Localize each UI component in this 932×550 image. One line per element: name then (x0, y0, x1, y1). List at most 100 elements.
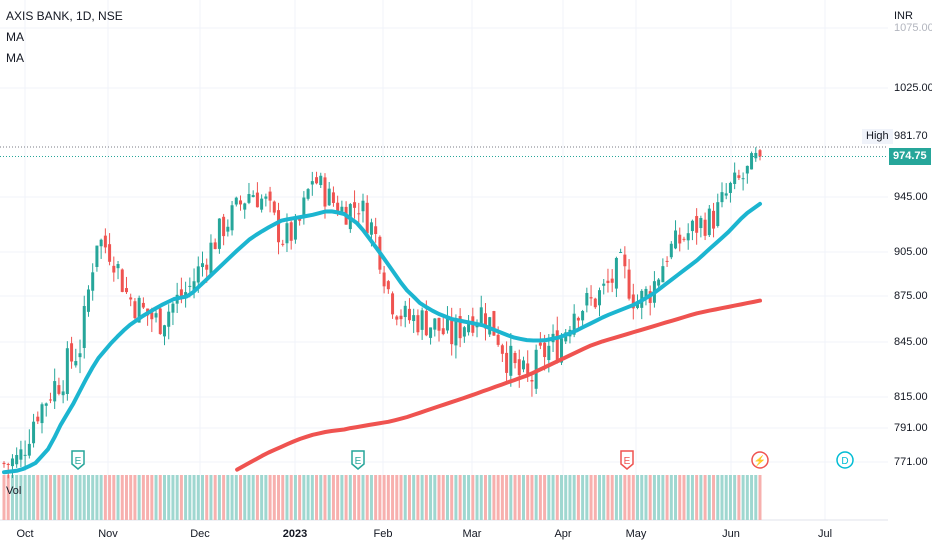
currency-label[interactable]: INR (894, 10, 913, 22)
date-tick: Apr (554, 528, 572, 540)
volume-bar (564, 475, 568, 520)
volume-bar (589, 475, 593, 520)
volume-bar (416, 475, 420, 520)
volume-bar (365, 475, 369, 520)
event-markers[interactable]: E E E ⚡ D (71, 450, 854, 470)
volume-bar (74, 475, 78, 520)
candle (585, 287, 589, 313)
indicator-ma-slow[interactable]: MA (6, 51, 24, 65)
candle (226, 219, 230, 237)
volume-bar (369, 475, 373, 520)
volume-bar (703, 475, 707, 520)
volume-bar (78, 475, 82, 520)
candle (665, 256, 669, 267)
volume-bar (179, 475, 183, 520)
candle (517, 349, 521, 388)
volume-bar (323, 475, 327, 520)
candle (555, 316, 559, 364)
volume-bar (353, 475, 357, 520)
candle (758, 149, 762, 161)
volume-bar (95, 475, 99, 520)
volume-bar (141, 475, 145, 520)
candle (91, 263, 95, 301)
candle (243, 202, 247, 219)
volume-bar (678, 475, 682, 520)
volume-bar (445, 475, 449, 520)
date-tick: Mar (462, 528, 482, 540)
volume-bar (386, 475, 390, 520)
volume-bar (623, 475, 627, 520)
candle (10, 454, 14, 479)
candle (741, 172, 745, 191)
volume-bar (627, 475, 631, 520)
volume-bar (285, 475, 289, 520)
candle (268, 186, 272, 213)
candle (36, 411, 40, 425)
candle (327, 182, 331, 206)
date-tick: Dec (190, 528, 210, 540)
volume-bar (243, 475, 247, 520)
volume-bar (602, 475, 606, 520)
candle (158, 307, 162, 335)
volume-bar (551, 475, 555, 520)
candle (289, 220, 293, 250)
candle (420, 307, 424, 340)
candle (399, 309, 403, 327)
volume-bar (674, 475, 678, 520)
symbol-title[interactable]: AXIS BANK, 1D, NSE (6, 9, 123, 23)
candle (302, 191, 306, 225)
candle (437, 317, 441, 342)
candle (78, 339, 82, 374)
candle (251, 190, 255, 198)
volume-bar (720, 475, 724, 520)
volume-bar (319, 475, 323, 520)
volume-bar (264, 475, 268, 520)
volume-bar (496, 475, 500, 520)
last-price-badge: 974.75 (889, 148, 931, 165)
candle (690, 219, 694, 241)
volume-bar (162, 475, 166, 520)
candle (445, 306, 449, 334)
volume-bar (682, 475, 686, 520)
volume-label[interactable]: Vol (6, 485, 22, 497)
candle (124, 276, 128, 295)
volume-bar (483, 475, 487, 520)
volume-bar (2, 475, 6, 520)
volume-bar (327, 475, 331, 520)
candle (576, 316, 580, 329)
candle (277, 202, 281, 255)
candle (264, 193, 268, 207)
volume-bar (395, 475, 399, 520)
volume-bar (44, 475, 48, 520)
volume-bar (712, 475, 716, 520)
volume-bar (450, 475, 454, 520)
volume-bar (260, 475, 264, 520)
candle (120, 268, 124, 293)
volume-bar (593, 475, 597, 520)
volume-bar (412, 475, 416, 520)
volume-bar (509, 475, 513, 520)
candle (361, 193, 365, 223)
candle (509, 333, 513, 387)
volume-bar (171, 475, 175, 520)
volume-bar (112, 475, 116, 520)
volume-bar (340, 475, 344, 520)
candle (27, 429, 31, 459)
candle (728, 181, 732, 203)
volume-bar (361, 475, 365, 520)
volume-bar (247, 475, 251, 520)
volume-bar (298, 475, 302, 520)
indicator-ma-fast[interactable]: MA (6, 30, 24, 44)
dividend-marker: D (836, 451, 854, 469)
volume-bar (391, 475, 395, 520)
volume-bar (192, 475, 196, 520)
candle (479, 295, 483, 326)
volume-bar (728, 475, 732, 520)
candle (593, 297, 597, 309)
candle (610, 269, 614, 293)
candle (201, 251, 205, 277)
volume-bar (99, 475, 103, 520)
candle (716, 193, 720, 228)
candle (315, 171, 319, 185)
